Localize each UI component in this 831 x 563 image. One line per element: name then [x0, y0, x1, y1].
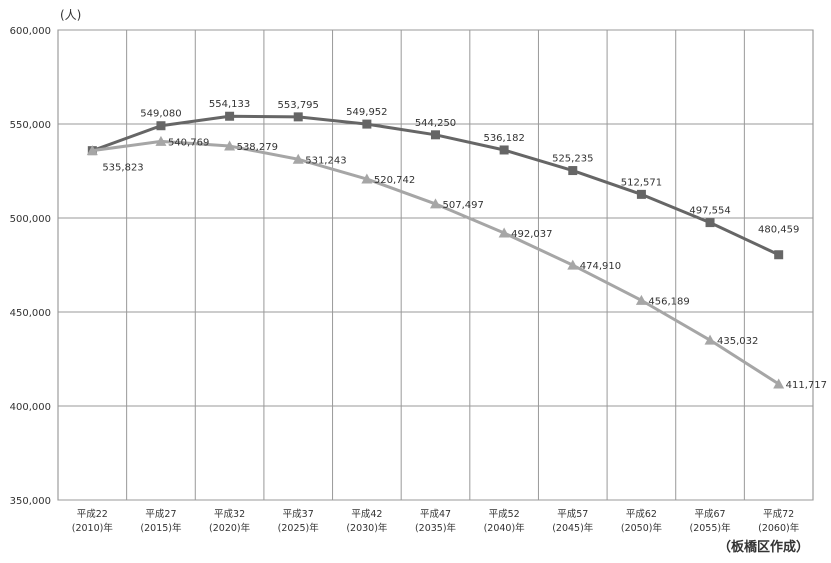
data-label: 544,250 — [415, 118, 456, 129]
data-label: 538,279 — [237, 142, 278, 153]
data-point-triangle — [704, 334, 716, 345]
data-point-triangle — [361, 173, 373, 184]
data-point-triangle — [224, 140, 236, 151]
data-label: 525,235 — [552, 154, 593, 165]
x-tick-label: (2025)年 — [278, 522, 320, 534]
data-point-square — [774, 250, 784, 260]
x-tick-label: (2030)年 — [346, 522, 388, 534]
x-tick-label: (2045)年 — [552, 522, 594, 534]
x-tick-label: (2060)年 — [758, 522, 800, 534]
data-point-square — [568, 166, 578, 176]
y-tick-label: 350,000 — [10, 496, 51, 507]
data-label: 553,795 — [278, 100, 319, 111]
x-tick-label: (2040)年 — [484, 522, 526, 534]
data-point-triangle — [773, 378, 785, 389]
data-label: 520,742 — [374, 175, 415, 186]
data-label: 480,459 — [758, 225, 799, 236]
y-tick-label: 400,000 — [10, 402, 51, 413]
data-point-square — [499, 145, 509, 155]
data-point-square — [293, 112, 303, 122]
data-point-triangle — [292, 153, 304, 164]
x-tick-label: 平成57 — [557, 508, 588, 520]
data-point-triangle — [635, 294, 647, 305]
data-point-triangle — [498, 227, 510, 238]
x-tick-label: (2035)年 — [415, 522, 457, 534]
data-label: 497,554 — [689, 206, 730, 217]
data-label: 549,952 — [346, 107, 387, 118]
data-label: 474,910 — [580, 261, 621, 272]
x-tick-label: (2050)年 — [621, 522, 663, 534]
y-unit-label: (人) — [60, 8, 82, 22]
y-tick-label: 550,000 — [10, 120, 51, 131]
data-label: 411,717 — [786, 380, 827, 391]
data-label: 554,133 — [209, 99, 250, 110]
y-tick-label: 500,000 — [10, 214, 51, 225]
x-tick-label: 平成32 — [214, 508, 245, 520]
data-point-square — [431, 130, 440, 140]
y-tick-label: 600,000 — [10, 26, 51, 37]
data-label: 512,571 — [621, 177, 662, 188]
data-label: 492,037 — [511, 229, 552, 240]
data-label: 540,769 — [168, 137, 209, 148]
plot-frame — [57, 29, 814, 501]
x-tick-label: 平成67 — [694, 508, 725, 520]
x-tick-label: 平成22 — [77, 508, 108, 520]
x-tick-label: (2055)年 — [689, 522, 731, 534]
data-point-triangle — [430, 198, 441, 209]
x-tick-label: 平成47 — [420, 508, 451, 520]
x-tick-label: 平成62 — [626, 508, 657, 520]
x-tick-label: 平成52 — [489, 508, 520, 520]
data-point-triangle — [86, 145, 98, 156]
data-point-square — [156, 121, 166, 131]
x-tick-label: 平成37 — [283, 508, 314, 520]
data-point-triangle — [567, 259, 579, 270]
data-point-square — [636, 189, 646, 199]
data-point-square — [705, 218, 715, 228]
data-point-square — [362, 119, 372, 129]
x-tick-label: (2010)年 — [72, 522, 114, 534]
data-point-square — [225, 111, 235, 121]
x-tick-label: 平成72 — [763, 508, 794, 520]
x-tick-label: (2015)年 — [140, 522, 182, 534]
data-label: 456,189 — [648, 296, 689, 307]
data-label: 535,823 — [102, 163, 143, 174]
data-label: 507,497 — [443, 200, 484, 211]
source-credit: （板橋区作成） — [717, 540, 809, 555]
x-tick-label: (2020)年 — [209, 522, 251, 534]
x-tick-label: 平成27 — [145, 508, 176, 520]
data-label: 531,243 — [305, 155, 346, 166]
data-point-triangle — [155, 135, 167, 146]
data-label: 536,182 — [483, 133, 524, 144]
x-tick-label: 平成42 — [351, 508, 382, 520]
data-label: 435,032 — [717, 336, 758, 347]
y-tick-label: 450,000 — [10, 308, 51, 319]
data-label: 549,080 — [140, 109, 181, 120]
